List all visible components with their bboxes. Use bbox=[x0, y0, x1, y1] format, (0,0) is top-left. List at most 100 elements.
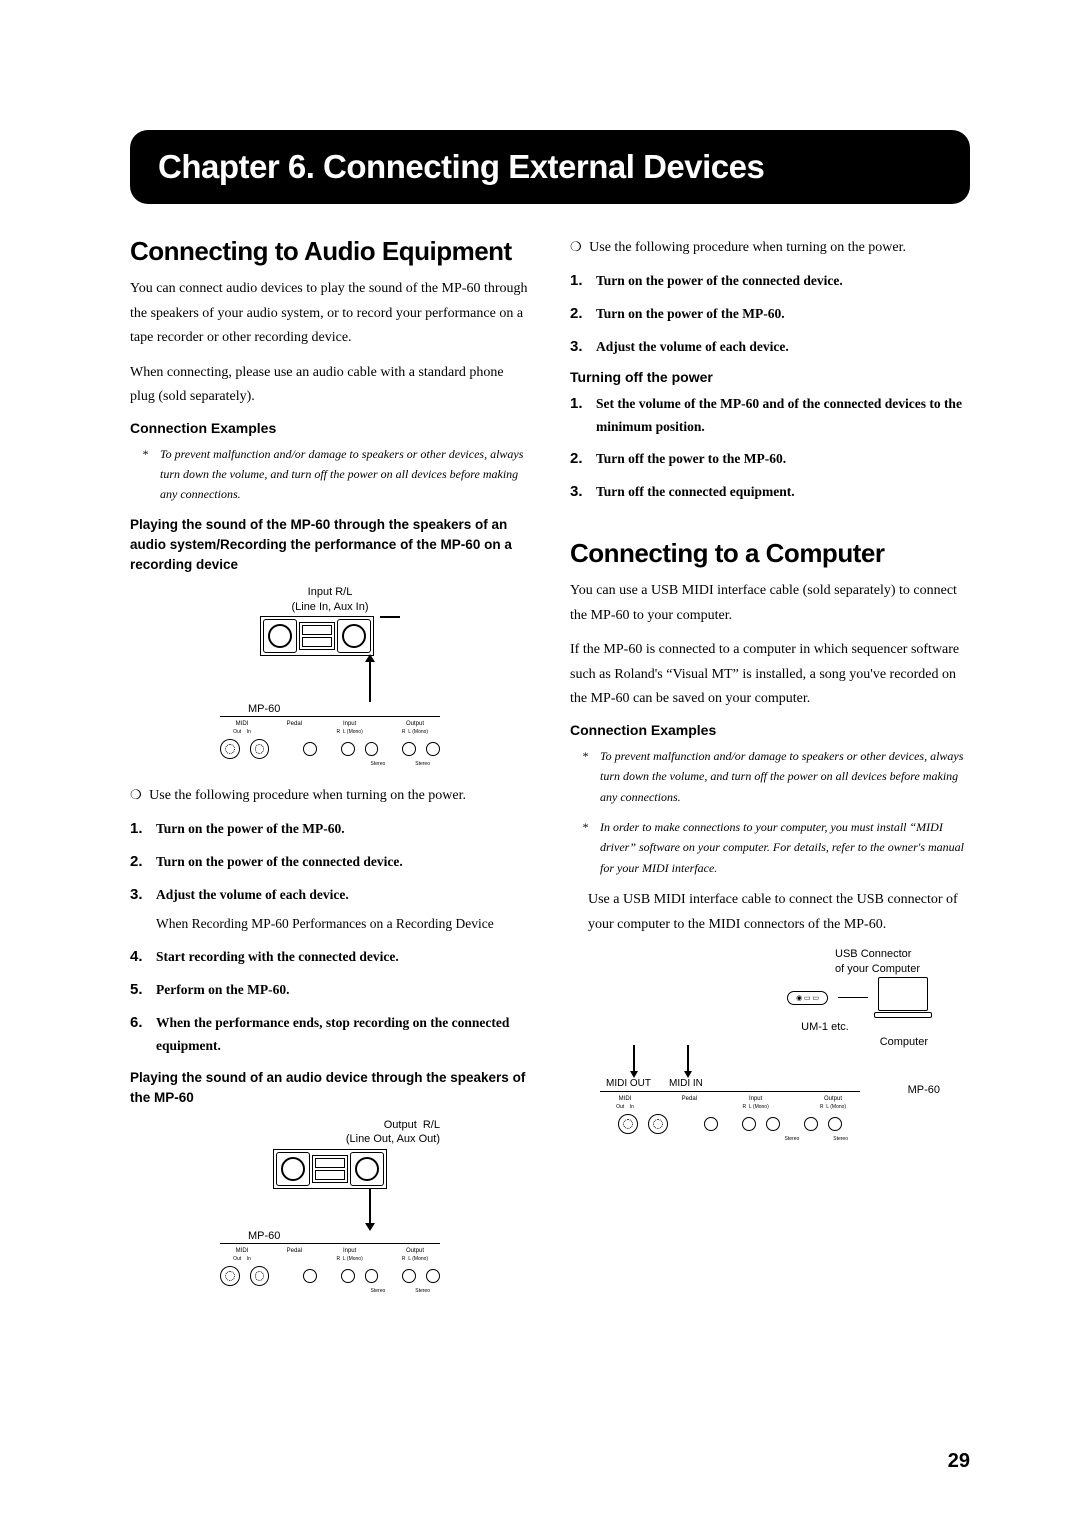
step-text: Adjust the volume of each device. bbox=[156, 887, 349, 902]
diagram-interface-label: UM-1 etc. bbox=[710, 1020, 940, 1034]
jack-icon bbox=[804, 1117, 818, 1131]
panel-section-labels: MIDIPedalInputOutput bbox=[600, 1096, 860, 1102]
left-column: Connecting to Audio Equipment You can co… bbox=[130, 236, 530, 1311]
midi-port-icon bbox=[220, 739, 240, 759]
step-item: Adjust the volume of each device. When Re… bbox=[130, 884, 530, 936]
panel-section-labels: MIDIPedalInputOutput bbox=[220, 1248, 440, 1254]
step-text: Turn on the power of the MP-60. bbox=[156, 821, 345, 836]
step-text: Adjust the volume of each device. bbox=[596, 339, 789, 354]
bold-paragraph: Playing the sound of an audio device thr… bbox=[130, 1068, 530, 1109]
diagram-computer-label: Computer bbox=[880, 1035, 928, 1049]
asterisk-icon: * bbox=[582, 746, 600, 807]
step-text: Turn on the power of the connected devic… bbox=[596, 273, 843, 288]
step-text: Start recording with the connected devic… bbox=[156, 949, 399, 964]
usb-interface-icon: ◉ ▭ ▭ bbox=[787, 991, 828, 1005]
jack-icon bbox=[766, 1117, 780, 1131]
midi-port-icon bbox=[220, 1266, 240, 1286]
body-para: When connecting, please use an audio cab… bbox=[130, 361, 530, 410]
jack-icon bbox=[365, 742, 379, 756]
diagram-audio-input: Input R/L (Line In, Aux In) MP-60 bbox=[130, 585, 530, 770]
step-item: Turn off the power to the MP-60. bbox=[570, 448, 970, 471]
diagram-midi-in-label: MIDI IN bbox=[669, 1078, 703, 1089]
diagram-usb-label: USB Connector of your Computer bbox=[835, 947, 920, 976]
steps-list: Turn on the power of the connected devic… bbox=[570, 270, 970, 359]
step-item: Turn on the power of the connected devic… bbox=[570, 270, 970, 293]
body-para: Use a USB MIDI interface cable to connec… bbox=[570, 888, 970, 937]
speaker-icon bbox=[337, 619, 371, 653]
step-item: Set the volume of the MP-60 and of the c… bbox=[570, 393, 970, 439]
steps-list: Set the volume of the MP-60 and of the c… bbox=[570, 393, 970, 505]
step-item: Adjust the volume of each device. bbox=[570, 336, 970, 359]
procedure-intro-text: Use the following procedure when turning… bbox=[589, 240, 906, 255]
diagram-midi-out-label: MIDI OUT bbox=[606, 1078, 651, 1089]
jack-row bbox=[220, 1266, 440, 1286]
diagram-audio-output: Output R/L (Line Out, Aux Out) MP-60 MID… bbox=[130, 1118, 530, 1297]
asterisk-icon: * bbox=[582, 817, 600, 878]
body-para: You can use a USB MIDI interface cable (… bbox=[570, 579, 970, 628]
diagram-label: Output R/L (Line Out, Aux Out) bbox=[310, 1118, 440, 1147]
jack-row bbox=[600, 1114, 860, 1134]
step-text: When the performance ends, stop recordin… bbox=[156, 1015, 509, 1053]
body-para: You can connect audio devices to play th… bbox=[130, 277, 530, 351]
stereo-system-icon bbox=[260, 616, 374, 656]
speaker-icon bbox=[276, 1152, 310, 1186]
note-block: * To prevent malfunction and/or damage t… bbox=[130, 444, 530, 505]
section-heading-computer: Connecting to a Computer bbox=[570, 538, 970, 569]
jack-icon bbox=[303, 1269, 317, 1283]
jack-icon bbox=[303, 742, 317, 756]
jack-icon bbox=[742, 1117, 756, 1131]
sub-heading-turning-off: Turning off the power bbox=[570, 369, 970, 385]
panel-section-labels: MIDIPedalInputOutput bbox=[220, 721, 440, 727]
step-text: Turn off the connected equipment. bbox=[596, 484, 795, 499]
step-item: Turn on the power of the MP-60. bbox=[130, 818, 530, 841]
step-text: Set the volume of the MP-60 and of the c… bbox=[596, 396, 962, 434]
step-item: Turn on the power of the MP-60. bbox=[570, 303, 970, 326]
midi-port-icon bbox=[648, 1114, 668, 1134]
jack-icon bbox=[365, 1269, 379, 1283]
procedure-intro-text: Use the following procedure when turning… bbox=[149, 788, 466, 803]
page-number: 29 bbox=[948, 1450, 970, 1473]
note-block: * To prevent malfunction and/or damage t… bbox=[570, 746, 970, 807]
jack-icon bbox=[704, 1117, 718, 1131]
jack-icon bbox=[828, 1117, 842, 1131]
jack-icon bbox=[341, 1269, 355, 1283]
note-text: To prevent malfunction and/or damage to … bbox=[160, 444, 530, 505]
jack-row bbox=[220, 739, 440, 759]
step-item: Perform on the MP-60. bbox=[130, 979, 530, 1002]
note-block: * In order to make connections to your c… bbox=[570, 817, 970, 878]
asterisk-icon: * bbox=[142, 444, 160, 505]
sub-heading-connection-examples: Connection Examples bbox=[130, 420, 530, 436]
stereo-system-icon bbox=[273, 1149, 387, 1189]
midi-port-icon bbox=[250, 739, 270, 759]
step-sub-text: When Recording MP-60 Performances on a R… bbox=[156, 913, 530, 936]
panel-sub-labels: Out InR L (Mono)R L (Mono) bbox=[220, 729, 440, 735]
midi-port-icon bbox=[250, 1266, 270, 1286]
jack-icon bbox=[341, 742, 355, 756]
panel-sub-labels: Out InR L (Mono)R L (Mono) bbox=[600, 1104, 860, 1110]
note-text: In order to make connections to your com… bbox=[600, 817, 970, 878]
note-text: To prevent malfunction and/or damage to … bbox=[600, 746, 970, 807]
step-item: Start recording with the connected devic… bbox=[130, 946, 530, 969]
step-text: Turn on the power of the MP-60. bbox=[596, 306, 785, 321]
laptop-icon bbox=[878, 977, 928, 1018]
midi-port-icon bbox=[618, 1114, 638, 1134]
diagram-device-label: MP-60 bbox=[248, 702, 440, 716]
step-text: Perform on the MP-60. bbox=[156, 982, 289, 997]
sub-heading-connection-examples: Connection Examples bbox=[570, 722, 970, 738]
jack-icon bbox=[426, 1269, 440, 1283]
procedure-intro: ❍ Use the following procedure when turni… bbox=[570, 236, 970, 260]
tape-deck-icon bbox=[299, 622, 335, 650]
diagram-label: Input R/L (Line In, Aux In) bbox=[220, 585, 440, 614]
panel-sub-labels: Out InR L (Mono)R L (Mono) bbox=[220, 1256, 440, 1262]
procedure-intro: ❍ Use the following procedure when turni… bbox=[130, 784, 530, 808]
jack-icon bbox=[402, 742, 416, 756]
speaker-icon bbox=[263, 619, 297, 653]
jack-icon bbox=[426, 742, 440, 756]
bullet-icon: ❍ bbox=[570, 239, 582, 254]
body-para: If the MP-60 is connected to a computer … bbox=[570, 638, 970, 712]
step-item: Turn on the power of the connected devic… bbox=[130, 851, 530, 874]
content-columns: Connecting to Audio Equipment You can co… bbox=[130, 236, 970, 1311]
right-column: ❍ Use the following procedure when turni… bbox=[570, 236, 970, 1311]
step-item: When the performance ends, stop recordin… bbox=[130, 1012, 530, 1058]
tape-deck-icon bbox=[312, 1155, 348, 1183]
